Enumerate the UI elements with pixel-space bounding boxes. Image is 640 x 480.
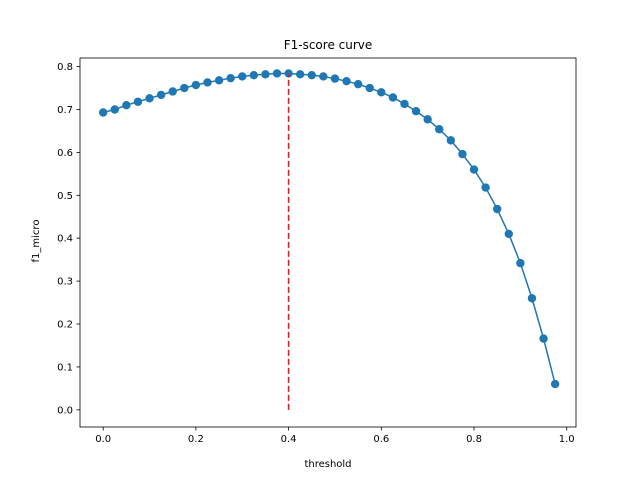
data-point <box>469 165 479 174</box>
data-point <box>365 83 374 93</box>
x-tick-label: 1.0 <box>559 434 575 445</box>
data-point <box>203 78 212 87</box>
data-point <box>133 97 143 106</box>
data-point <box>423 115 432 124</box>
data-point <box>319 72 328 81</box>
data-point <box>481 183 490 192</box>
data-point <box>353 79 363 89</box>
x-tick-label: 0.2 <box>188 434 204 445</box>
data-point <box>156 90 166 100</box>
x-tick-label: 0.0 <box>95 434 111 445</box>
data-point <box>493 204 502 214</box>
data-point <box>249 70 259 80</box>
axes-frame <box>79 57 577 428</box>
data-point <box>272 69 282 78</box>
data-point <box>539 334 548 343</box>
data-point <box>411 107 421 116</box>
y-tick-label: 0.5 <box>57 191 73 202</box>
data-point <box>307 70 316 80</box>
y-tick-label: 0.7 <box>57 105 73 116</box>
data-point <box>168 87 177 96</box>
data-point <box>226 73 235 83</box>
y-tick-label: 0.1 <box>57 362 73 373</box>
plot-area <box>98 69 560 410</box>
data-point <box>435 125 444 134</box>
y-tick-label: 0.6 <box>57 148 73 159</box>
data-point <box>550 379 560 389</box>
data-point <box>238 72 247 81</box>
data-point <box>180 83 189 93</box>
data-point <box>261 70 270 79</box>
data-point <box>330 74 340 83</box>
data-point <box>400 99 409 109</box>
y-axis-label: f1_micro <box>31 220 42 263</box>
data-point <box>98 108 108 117</box>
y-tick-label: 0.3 <box>57 277 73 288</box>
data-point <box>342 76 351 86</box>
data-point <box>388 93 398 102</box>
data-point <box>110 105 119 114</box>
y-tick-label: 0.2 <box>57 320 73 331</box>
data-point <box>122 101 131 110</box>
data-point <box>214 76 224 85</box>
x-tick-label: 0.4 <box>281 434 297 445</box>
series-line <box>102 72 556 385</box>
y-tick-label: 0.4 <box>57 234 73 245</box>
y-tick-label: 0.8 <box>57 62 73 73</box>
data-point <box>527 294 537 303</box>
data-point <box>145 94 154 103</box>
y-tick-label: 0.0 <box>57 405 73 416</box>
data-point <box>377 88 386 97</box>
chart-title: F1-score curve <box>284 38 373 52</box>
data-point <box>458 149 467 159</box>
data-point <box>295 70 305 79</box>
data-point <box>446 136 456 145</box>
data-point <box>504 229 513 239</box>
x-axis-label: threshold <box>304 459 351 470</box>
axes: 0.0 0.2 0.4 0.6 0.8 1.0 0.0 0.1 0.2 0.3 0.4 0.5 0.6 0… <box>57 57 577 445</box>
x-tick-label: 0.8 <box>466 434 482 445</box>
data-point <box>516 258 525 268</box>
data-point <box>191 80 201 90</box>
x-tick-label: 0.6 <box>373 434 389 445</box>
